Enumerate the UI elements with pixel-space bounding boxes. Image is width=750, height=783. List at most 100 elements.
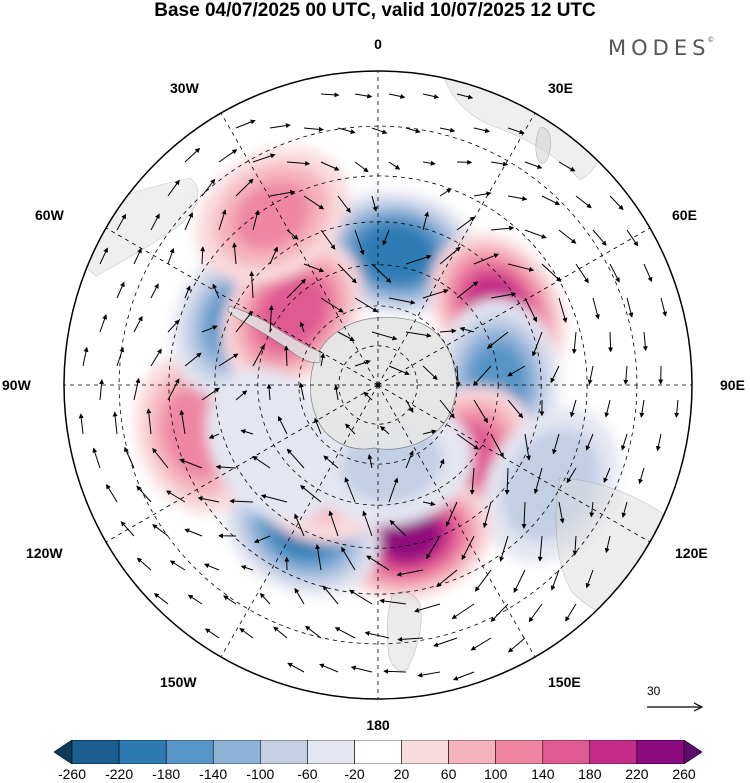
lon-label-90e: 90E <box>720 377 745 393</box>
wind-arrow <box>167 378 180 401</box>
wind-arrow <box>620 433 628 451</box>
wind-arrow <box>354 229 365 256</box>
wind-arrow <box>249 271 255 299</box>
wind-arrow <box>388 477 399 503</box>
wind-arrow <box>303 126 324 132</box>
wind-arrow <box>445 501 458 527</box>
wind-arrow <box>524 433 531 461</box>
wind-arrow <box>208 433 220 439</box>
wind-arrow <box>608 331 614 353</box>
wind-arrow <box>379 598 407 605</box>
colorbar-tick-label: 140 <box>531 766 555 782</box>
wind-arrow <box>571 331 577 355</box>
wind-arrow <box>507 263 535 272</box>
wind-arrow <box>212 283 220 299</box>
wind-arrow <box>344 476 356 503</box>
wind-arrow <box>99 314 108 333</box>
wind-arrow <box>585 433 594 451</box>
wind-arrow <box>388 365 410 376</box>
wind-arrow <box>197 496 220 503</box>
wind-arrow <box>320 352 326 367</box>
colorbar-bin <box>589 740 638 764</box>
wind-arrow <box>623 365 629 385</box>
wind-arrow <box>452 671 475 681</box>
wind-arrow <box>541 195 561 205</box>
colorbar <box>54 740 702 764</box>
colorbar-bin <box>448 740 497 764</box>
wind-arrow <box>422 93 440 99</box>
wind-arrow <box>456 216 476 231</box>
colorbar-bin <box>71 740 120 764</box>
wind-arrow <box>422 365 438 380</box>
wind-arrow <box>469 467 475 495</box>
wind-arrow <box>106 483 118 503</box>
colorbar-bin <box>495 740 544 764</box>
wind-arrow <box>120 521 135 537</box>
wind-arrow <box>414 603 441 613</box>
wind-arrow <box>439 188 452 197</box>
wind-arrow <box>604 535 611 554</box>
wind-arrow <box>337 331 355 341</box>
wind-arrow <box>482 501 492 529</box>
wind-arrow <box>136 557 152 571</box>
wind-arrow <box>436 569 458 588</box>
wind-arrow <box>99 247 108 265</box>
wind-arrow <box>626 229 639 247</box>
wind-arrow <box>473 127 491 134</box>
wind-arrow <box>388 161 401 170</box>
anomaly-fields <box>135 147 619 599</box>
vector-reference-arrow <box>647 702 704 712</box>
wind-arrow <box>528 603 543 623</box>
wind-arrow <box>184 285 191 299</box>
wind-arrow <box>153 593 169 605</box>
wind-arrow <box>405 450 414 469</box>
wind-arrow <box>260 494 288 503</box>
wind-arrow <box>320 92 340 98</box>
wind-arrow <box>507 195 528 201</box>
colorbar-tick-label: 260 <box>672 766 696 782</box>
wind-arrow <box>229 498 254 504</box>
wind-arrow <box>184 528 203 537</box>
wind-arrow <box>167 179 180 197</box>
wind-arrow <box>490 225 515 231</box>
wind-arrow <box>638 467 645 485</box>
colorbar-bin <box>165 740 214 764</box>
wind-arrow <box>350 665 373 673</box>
wind-arrow <box>472 365 492 387</box>
wind-arrow <box>268 305 274 333</box>
colorbar-bin <box>260 740 308 764</box>
wind-arrow <box>589 501 595 518</box>
wind-arrow <box>397 636 424 642</box>
wind-arrow <box>235 310 253 333</box>
wind-arrow <box>337 127 356 134</box>
wind-arrow <box>609 195 624 211</box>
wind-arrow <box>133 315 143 333</box>
wind-arrow <box>235 178 254 197</box>
wind-arrow <box>371 331 398 341</box>
wind-arrow <box>165 490 186 503</box>
wind-arrow <box>152 447 169 469</box>
wind-arrow <box>439 328 457 334</box>
wind-arrow <box>319 663 339 673</box>
wind-arrow <box>320 229 336 250</box>
wind-arrow <box>204 628 220 639</box>
wind-arrow <box>179 409 186 435</box>
colorbar-tick-label: -140 <box>199 766 228 782</box>
wind-arrow <box>294 587 305 605</box>
wind-arrow <box>287 662 305 673</box>
wind-arrow <box>366 555 390 571</box>
latitude-circle <box>338 345 418 425</box>
wind-arrow <box>362 510 373 537</box>
wind-arrow <box>112 411 118 435</box>
wind-arrow <box>371 263 392 283</box>
colorbar-tick-label: 20 <box>393 766 410 782</box>
wind-arrow <box>334 627 356 639</box>
wind-arrow <box>363 391 373 401</box>
wind-arrow <box>513 569 526 593</box>
wind-arrow <box>322 585 339 605</box>
wind-arrow <box>422 160 436 166</box>
lon-label-90w: 90W <box>2 377 31 393</box>
wind-arrow <box>201 178 216 197</box>
wind-arrow <box>286 448 305 469</box>
madagascar <box>535 127 551 164</box>
